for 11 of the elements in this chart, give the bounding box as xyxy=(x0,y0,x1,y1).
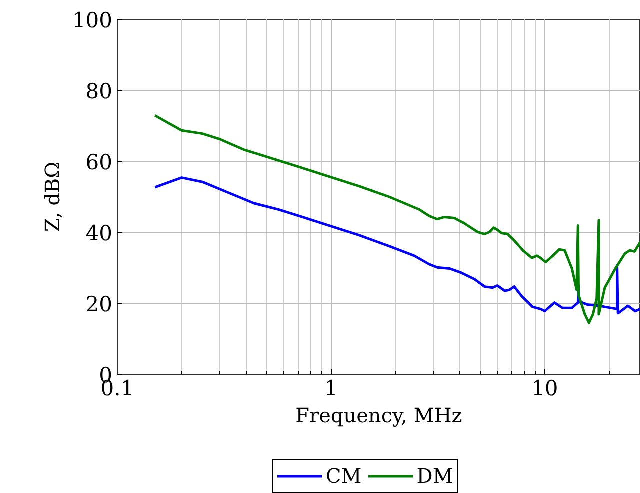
y-tick-label: 20 xyxy=(86,292,113,316)
y-tick-label: 60 xyxy=(86,150,113,174)
x-tick-label: 10 xyxy=(532,376,558,400)
y-tick-label: 100 xyxy=(72,8,113,32)
legend-label: DM xyxy=(416,464,454,488)
y-tick-label: 80 xyxy=(86,80,113,104)
legend-label: CM xyxy=(326,464,362,488)
y-tick-label: 40 xyxy=(86,222,113,246)
y-axis-title: Z, dBΩ xyxy=(40,162,64,232)
x-axis-title: Frequency, MHz xyxy=(296,404,462,428)
x-tick-label: 1 xyxy=(324,376,338,400)
